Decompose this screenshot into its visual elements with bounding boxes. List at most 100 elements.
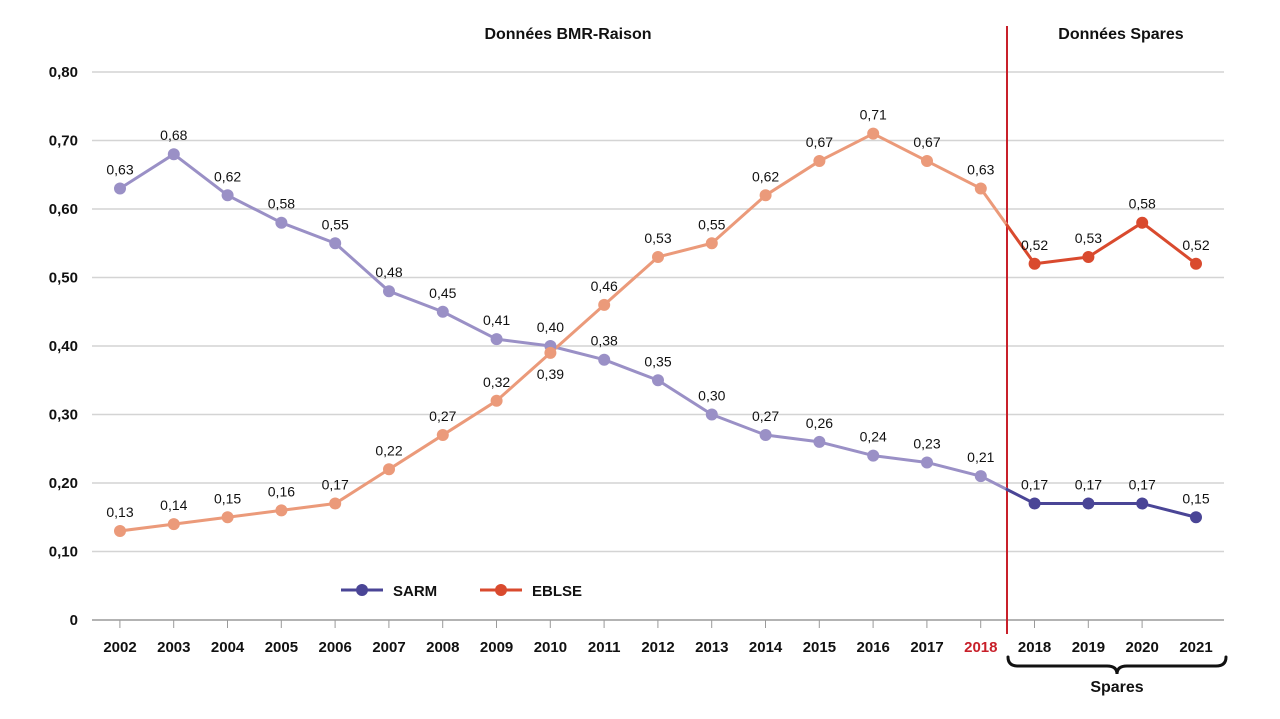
point-sarm (436, 305, 449, 318)
y-axis: 0 0,10 0,20 0,30 0,40 0,50 0,60 0,70 0,80 (49, 64, 78, 629)
point-eblse (652, 250, 664, 263)
data-label-sarm: 0,63 (106, 161, 133, 177)
x-tick-label: 2018 (964, 639, 997, 656)
x-tick-label: 2016 (857, 639, 890, 656)
data-label-sarm: 0,62 (214, 168, 241, 184)
x-tick-label: 2013 (695, 639, 728, 656)
x-tick-label: 2002 (103, 639, 136, 656)
x-tick-label: 2020 (1126, 639, 1159, 656)
point-eblse (1190, 257, 1202, 270)
point-sarm (1082, 497, 1095, 510)
point-eblse (705, 237, 718, 250)
point-sarm (490, 333, 503, 346)
x-tick-label: 2015 (803, 639, 836, 656)
x-tick-label: 2005 (265, 639, 298, 656)
data-label-sarm: 0,58 (268, 196, 295, 212)
y-tick-label: 0,20 (49, 475, 78, 492)
data-label-sarm: 0,26 (806, 415, 833, 431)
y-tick-label: 0,70 (49, 133, 78, 150)
data-label-sarm: 0,55 (322, 216, 349, 232)
point-eblse (759, 189, 772, 202)
x-axis: 2002 2003 2004 2005 2006 2007 2008 2009 2010 2011… (103, 620, 1213, 656)
line-eblse-connector-a (979, 186, 1009, 227)
x-tick-label: 2008 (426, 639, 459, 656)
point-eblse (436, 429, 449, 442)
point-sarm (1028, 497, 1041, 510)
data-label-sarm: 0,17 (1129, 477, 1156, 493)
spares-bracket-label: Spares (1090, 679, 1143, 696)
data-label-sarm: 0,68 (160, 127, 187, 143)
point-eblse (275, 504, 288, 517)
point-sarm (974, 470, 987, 483)
line-eblse-spares (1034, 221, 1197, 266)
point-sarm (759, 429, 772, 442)
x-tick-label: 2011 (588, 639, 621, 656)
point-sarm (705, 408, 718, 421)
line-eblse-connector-b (1005, 223, 1037, 266)
x-tick-label: 2006 (319, 639, 352, 656)
data-label-sarm: 0,35 (644, 353, 671, 369)
point-sarm (221, 189, 234, 202)
data-label-eblse: 0,55 (698, 216, 725, 232)
data-label-sarm: 0,21 (967, 449, 994, 465)
data-label-sarm: 0,24 (860, 429, 887, 445)
data-label-eblse: 0,52 (1182, 237, 1209, 253)
x-tick-label: 2004 (211, 639, 245, 656)
data-label-eblse: 0,46 (591, 278, 618, 294)
line-sarm-bmr (119, 152, 982, 478)
x-tick-label: 2018 (1018, 639, 1051, 656)
x-tick-label: 2021 (1179, 639, 1212, 656)
data-label-sarm: 0,40 (537, 319, 564, 335)
data-label-eblse: 0,71 (860, 107, 887, 123)
point-eblse (598, 298, 611, 311)
point-eblse (867, 127, 880, 140)
line-sarm-spares (1034, 502, 1197, 519)
data-label-eblse: 0,58 (1129, 196, 1156, 212)
data-label-eblse: 0,62 (752, 168, 779, 184)
data-label-sarm: 0,48 (375, 264, 402, 280)
data-label-eblse: 0,53 (1075, 230, 1102, 246)
point-eblse (1082, 250, 1095, 263)
data-label-eblse: 0,52 (1021, 237, 1048, 253)
data-label-eblse: 0,16 (268, 483, 295, 499)
point-eblse (1136, 216, 1149, 229)
legend: SARM EBLSE (341, 583, 582, 600)
y-tick-label: 0,30 (49, 407, 78, 424)
data-labels: 0,63 0,68 0,62 0,58 0,55 0,48 0,45 0,41 0,40 0,38… (106, 107, 1209, 520)
point-eblse (167, 518, 180, 531)
y-tick-label: 0,10 (49, 544, 78, 561)
legend-label-sarm: SARM (393, 583, 437, 600)
point-sarm (114, 182, 126, 195)
series-lines (119, 132, 1197, 533)
spares-bracket: Spares (1006, 655, 1228, 696)
x-tick-label: 2009 (480, 639, 513, 656)
legend-marker-eblse (495, 584, 507, 596)
series-points (114, 127, 1202, 537)
data-label-eblse: 0,67 (913, 134, 940, 150)
data-label-eblse: 0,32 (483, 374, 510, 390)
point-eblse (544, 346, 557, 359)
data-label-eblse: 0,53 (644, 230, 671, 246)
y-tick-label: 0,60 (49, 201, 78, 218)
point-sarm (921, 456, 933, 469)
data-label-sarm: 0,30 (698, 388, 725, 404)
point-eblse (329, 497, 342, 510)
y-tick-label: 0,80 (49, 64, 78, 81)
x-tick-label: 2007 (372, 639, 405, 656)
x-tick-label: 2017 (910, 639, 943, 656)
legend-marker-sarm (356, 584, 368, 596)
data-label-sarm: 0,23 (913, 435, 940, 451)
data-label-sarm: 0,41 (483, 312, 510, 328)
point-sarm (598, 353, 611, 366)
y-tick-label: 0 (70, 612, 78, 629)
section-label-right: Données Spares (1058, 26, 1183, 43)
point-eblse (813, 155, 826, 168)
spares-brace (1006, 655, 1228, 675)
grid-lines (92, 71, 1224, 621)
data-label-eblse: 0,39 (537, 366, 564, 382)
point-eblse (490, 394, 503, 407)
point-sarm (652, 374, 664, 387)
x-tick-label: 2014 (749, 639, 783, 656)
data-label-sarm: 0,15 (1182, 490, 1209, 506)
